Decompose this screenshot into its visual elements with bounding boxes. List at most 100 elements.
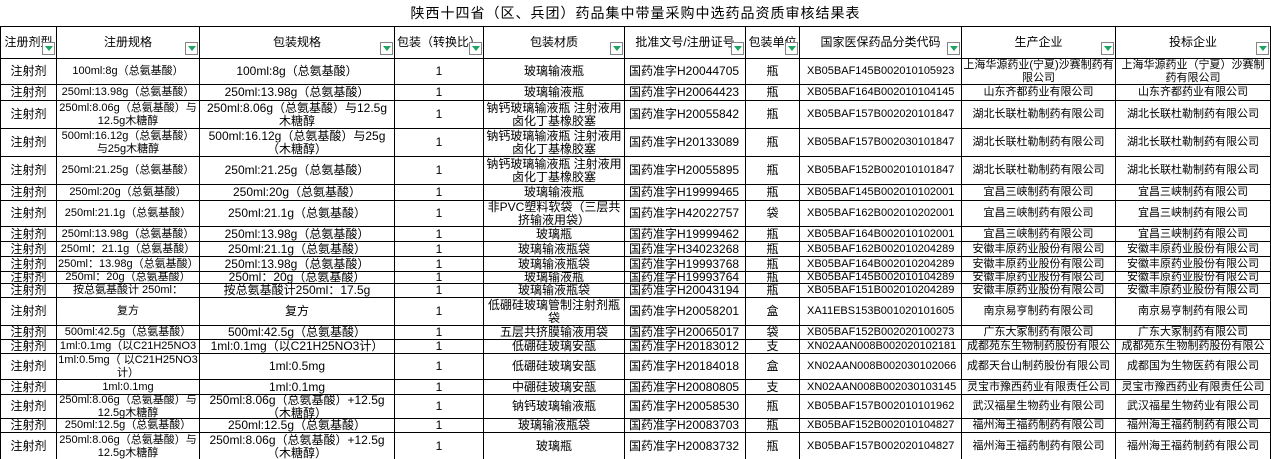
cell-package-material[interactable]: 钠钙玻璃输液瓶 注射液用卤化丁基橡胶塞 xyxy=(484,157,625,185)
cell-package-spec[interactable]: 复方 xyxy=(200,298,395,326)
cell-dosage-form[interactable]: 注射剂 xyxy=(0,326,57,340)
filter-dropdown-icon[interactable] xyxy=(42,42,55,55)
filter-dropdown-icon[interactable] xyxy=(1101,42,1114,55)
cell-bidder[interactable]: 安徽丰原药业股份有限公司 xyxy=(1116,242,1271,257)
cell-package-spec[interactable]: 250ml：20g（总氨基酸） xyxy=(200,272,395,284)
column-header-package-unit[interactable]: 包装单位 xyxy=(746,26,800,59)
cell-dosage-form[interactable]: 注射剂 xyxy=(0,185,57,201)
cell-package-unit[interactable]: 支 xyxy=(746,380,800,395)
cell-package-spec[interactable]: 250ml:13.98g（总氨基酸） xyxy=(200,85,395,101)
cell-manufacturer[interactable]: 安徽丰原药业股份有限公司 xyxy=(962,242,1116,257)
cell-insurance-code[interactable]: XN02AAN008B002020102181 xyxy=(800,340,962,354)
cell-registered-spec[interactable]: 250ml:21.25g（总氨基酸） xyxy=(57,157,200,185)
cell-dosage-form[interactable]: 注射剂 xyxy=(0,257,57,272)
cell-conversion-ratio[interactable]: 1 xyxy=(395,185,484,201)
cell-manufacturer[interactable]: 上海华源药业(宁夏)沙赛制药有限公司 xyxy=(962,59,1116,85)
cell-approval-number[interactable]: 国药准字H20080805 xyxy=(625,380,746,395)
cell-conversion-ratio[interactable]: 1 xyxy=(395,257,484,272)
cell-conversion-ratio[interactable]: 1 xyxy=(395,298,484,326)
cell-approval-number[interactable]: 国药准字H20183012 xyxy=(625,340,746,354)
cell-insurance-code[interactable]: XB05BAF162B002010202001 xyxy=(800,201,962,227)
filter-dropdown-icon[interactable] xyxy=(380,42,393,55)
cell-approval-number[interactable]: 国药准字H19999465 xyxy=(625,185,746,201)
cell-package-unit[interactable]: 瓶 xyxy=(746,85,800,101)
cell-approval-number[interactable]: 国药准字H20055895 xyxy=(625,157,746,185)
cell-approval-number[interactable]: 国药准字H20065017 xyxy=(625,326,746,340)
cell-approval-number[interactable]: 国药准字H20058201 xyxy=(625,298,746,326)
cell-package-material[interactable]: 五层共挤膜输液用袋 xyxy=(484,326,625,340)
cell-package-unit[interactable]: 袋 xyxy=(746,326,800,340)
cell-insurance-code[interactable]: XB05BAF157B002030101847 xyxy=(800,129,962,157)
cell-approval-number[interactable]: 国药准字H19993768 xyxy=(625,257,746,272)
cell-dosage-form[interactable]: 注射剂 xyxy=(0,284,57,298)
cell-manufacturer[interactable]: 安徽丰原药业股份有限公司 xyxy=(962,284,1116,298)
cell-dosage-form[interactable]: 注射剂 xyxy=(0,201,57,227)
cell-manufacturer[interactable]: 南京易亨制药有限公司 xyxy=(962,298,1116,326)
cell-manufacturer[interactable]: 成都天台山制药股份有限公司 xyxy=(962,354,1116,380)
cell-insurance-code[interactable]: XN02AAN008B002030103145 xyxy=(800,380,962,395)
cell-registered-spec[interactable]: 250ml：21.1g（总氨基酸） xyxy=(57,242,200,257)
cell-approval-number[interactable]: 国药准字H20055842 xyxy=(625,101,746,129)
cell-bidder[interactable]: 安徽丰原药业股份有限公司 xyxy=(1116,257,1271,272)
cell-package-unit[interactable]: 盒 xyxy=(746,298,800,326)
cell-package-material[interactable]: 钠钙玻璃输液瓶 xyxy=(484,395,625,419)
cell-registered-spec[interactable]: 按总氨基酸计 250ml： xyxy=(57,284,200,298)
cell-dosage-form[interactable]: 注射剂 xyxy=(0,85,57,101)
cell-package-material[interactable]: 玻璃输液瓶袋 xyxy=(484,419,625,433)
cell-bidder[interactable]: 宜昌三峡制药有限公司 xyxy=(1116,227,1271,242)
cell-registered-spec[interactable]: 250ml:13.98g（总氨基酸） xyxy=(57,85,200,101)
cell-approval-number[interactable]: 国药准字H20083732 xyxy=(625,433,746,459)
cell-bidder[interactable]: 安徽丰原药业股份有限公司 xyxy=(1116,272,1271,284)
cell-insurance-code[interactable]: XA11EBS153B001020101605 xyxy=(800,298,962,326)
cell-approval-number[interactable]: 国药准字H20083703 xyxy=(625,419,746,433)
cell-insurance-code[interactable]: XB05BAF162B002010204289 xyxy=(800,242,962,257)
cell-package-unit[interactable]: 瓶 xyxy=(746,257,800,272)
cell-approval-number[interactable]: 国药准字H20133089 xyxy=(625,129,746,157)
cell-dosage-form[interactable]: 注射剂 xyxy=(0,419,57,433)
cell-conversion-ratio[interactable]: 1 xyxy=(395,284,484,298)
cell-approval-number[interactable]: 国药准字H20184018 xyxy=(625,354,746,380)
cell-package-unit[interactable]: 瓶 xyxy=(746,185,800,201)
cell-bidder[interactable]: 湖北长联杜勒制药有限公司 xyxy=(1116,157,1271,185)
cell-package-spec[interactable]: 1ml:0.5mg xyxy=(200,354,395,380)
cell-package-unit[interactable]: 支 xyxy=(746,340,800,354)
filter-dropdown-icon[interactable] xyxy=(785,42,798,55)
cell-registered-spec[interactable]: 1ml:0.1mg（以C21H25NO3 xyxy=(57,340,200,354)
cell-dosage-form[interactable]: 注射剂 xyxy=(0,433,57,459)
cell-dosage-form[interactable]: 注射剂 xyxy=(0,380,57,395)
cell-insurance-code[interactable]: XB05BAF157B002020104827 xyxy=(800,433,962,459)
cell-package-unit[interactable]: 瓶 xyxy=(746,419,800,433)
cell-package-unit[interactable]: 瓶 xyxy=(746,284,800,298)
cell-package-material[interactable]: 玻璃瓶 xyxy=(484,433,625,459)
cell-bidder[interactable]: 宜昌三峡制药有限公司 xyxy=(1116,185,1271,201)
cell-manufacturer[interactable]: 宜昌三峡制药有限公司 xyxy=(962,227,1116,242)
cell-package-spec[interactable]: 250ml:8.06g（总氨基酸）与12.5g木糖醇 xyxy=(200,101,395,129)
cell-package-spec[interactable]: 1ml:0.1mg（以C21H25NO3计） xyxy=(200,340,395,354)
cell-package-unit[interactable]: 瓶 xyxy=(746,157,800,185)
cell-package-material[interactable]: 钠钙玻璃输液瓶 注射液用卤化丁基橡胶塞 xyxy=(484,129,625,157)
cell-insurance-code[interactable]: XB05BAF164B002010102001 xyxy=(800,227,962,242)
cell-insurance-code[interactable]: XB05BAF164B002010104145 xyxy=(800,85,962,101)
cell-manufacturer[interactable]: 安徽丰原药业股份有限公司 xyxy=(962,257,1116,272)
cell-approval-number[interactable]: 国药准字H34023268 xyxy=(625,242,746,257)
cell-bidder[interactable]: 安徽丰原药业股份有限公司 xyxy=(1116,284,1271,298)
cell-conversion-ratio[interactable]: 1 xyxy=(395,85,484,101)
cell-dosage-form[interactable]: 注射剂 xyxy=(0,340,57,354)
cell-package-unit[interactable]: 瓶 xyxy=(746,433,800,459)
cell-registered-spec[interactable]: 250ml：20g（总氨基酸） xyxy=(57,272,200,284)
cell-package-unit[interactable]: 瓶 xyxy=(746,272,800,284)
cell-dosage-form[interactable]: 注射剂 xyxy=(0,59,57,85)
cell-package-spec[interactable]: 1ml:0.1mg xyxy=(200,380,395,395)
cell-manufacturer[interactable]: 广东大冢制药有限公司 xyxy=(962,326,1116,340)
column-header-approval-number[interactable]: 批准文号/注册证号 xyxy=(625,26,746,59)
cell-package-unit[interactable]: 瓶 xyxy=(746,129,800,157)
filter-dropdown-icon[interactable] xyxy=(610,42,623,55)
cell-registered-spec[interactable]: 250ml:20g（总氨基酸） xyxy=(57,185,200,201)
cell-package-material[interactable]: 非PVC塑料软袋（三层共挤输液用袋） xyxy=(484,201,625,227)
cell-conversion-ratio[interactable]: 1 xyxy=(395,272,484,284)
column-header-registered-spec[interactable]: 注册规格 xyxy=(57,26,200,59)
cell-package-unit[interactable]: 瓶 xyxy=(746,242,800,257)
cell-registered-spec[interactable]: 250ml：13.98g（总氨基酸） xyxy=(57,257,200,272)
cell-approval-number[interactable]: 国药准字H42022757 xyxy=(625,201,746,227)
cell-package-unit[interactable]: 瓶 xyxy=(746,59,800,85)
